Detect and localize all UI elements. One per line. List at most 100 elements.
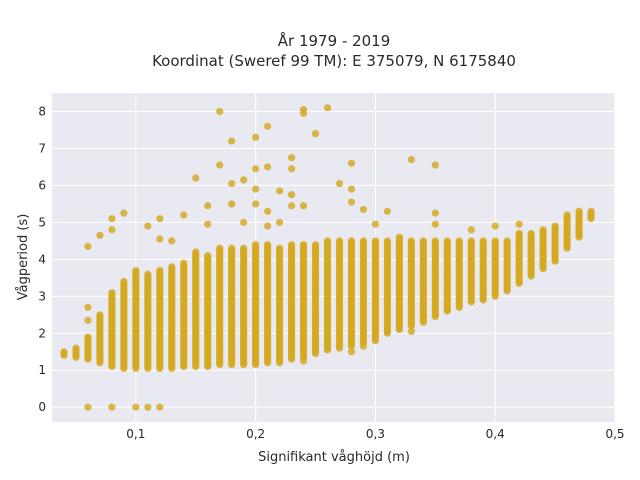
data-point xyxy=(299,357,308,365)
data-point xyxy=(156,235,164,243)
data-point xyxy=(240,244,248,252)
data-point xyxy=(359,342,368,350)
data-point xyxy=(347,159,356,167)
data-point xyxy=(383,207,391,215)
data-point xyxy=(311,240,320,249)
data-point xyxy=(431,209,439,217)
x-tick-label: 0,5 xyxy=(605,427,624,441)
data-point xyxy=(515,229,523,238)
data-point xyxy=(443,237,451,245)
data-point xyxy=(264,207,272,215)
data-point xyxy=(120,209,128,217)
data-point xyxy=(144,222,152,230)
data-point xyxy=(204,220,212,228)
data-point xyxy=(335,237,344,245)
data-point xyxy=(180,211,188,219)
data-point xyxy=(431,161,439,169)
data-point xyxy=(443,305,451,313)
data-point xyxy=(563,211,571,219)
data-point xyxy=(156,215,164,223)
y-tick-label: 6 xyxy=(38,178,46,192)
data-point xyxy=(287,202,296,210)
data-point xyxy=(347,185,356,193)
data-point xyxy=(407,237,415,245)
data-point xyxy=(467,226,475,234)
data-point xyxy=(539,226,547,234)
data-point xyxy=(108,215,116,223)
data-point xyxy=(84,316,92,324)
data-point xyxy=(264,163,272,171)
y-tick-label: 7 xyxy=(38,141,46,155)
data-point xyxy=(168,237,176,245)
data-point xyxy=(287,154,296,162)
y-axis-ticks: 0 1 2 3 4 5 6 7 8 xyxy=(38,104,46,414)
y-tick-label: 2 xyxy=(38,326,46,340)
y-tick-label: 5 xyxy=(38,215,46,229)
data-point xyxy=(108,226,116,234)
data-point xyxy=(228,244,236,252)
y-tick-label: 8 xyxy=(38,104,46,118)
y-tick-label: 4 xyxy=(38,252,46,266)
data-point xyxy=(228,137,236,145)
data-point xyxy=(84,403,92,411)
data-point xyxy=(252,240,260,249)
data-point xyxy=(228,179,236,188)
data-point xyxy=(276,218,284,226)
data-point xyxy=(276,187,284,195)
y-axis-title: Vågperiod (s) xyxy=(16,214,31,301)
data-point xyxy=(252,133,260,141)
data-point xyxy=(587,207,595,215)
data-point xyxy=(264,240,272,249)
data-point xyxy=(431,220,439,228)
data-point xyxy=(419,237,427,245)
x-axis-title: Signifikant våghöjd (m) xyxy=(258,450,410,465)
data-point xyxy=(216,107,224,116)
y-tick-label: 1 xyxy=(38,363,46,377)
data-point xyxy=(551,222,559,230)
data-point xyxy=(491,222,499,230)
data-point xyxy=(96,231,104,239)
data-point xyxy=(503,237,511,245)
data-point xyxy=(144,403,152,411)
data-point xyxy=(527,229,535,238)
data-point xyxy=(156,403,164,411)
data-point xyxy=(264,122,272,130)
data-point xyxy=(192,174,200,182)
x-axis-ticks: 0,1 0,2 0,3 0,4 0,5 xyxy=(126,427,624,441)
y-tick-label: 3 xyxy=(38,289,46,303)
x-tick-label: 0,3 xyxy=(366,427,385,441)
data-point xyxy=(371,237,380,245)
data-point xyxy=(240,176,248,184)
data-point xyxy=(575,207,583,215)
data-point xyxy=(108,403,116,411)
data-point xyxy=(204,252,212,260)
data-point xyxy=(347,198,356,206)
data-point xyxy=(144,270,152,278)
data-point xyxy=(299,240,308,249)
data-point xyxy=(180,259,188,267)
y-tick-label: 0 xyxy=(38,400,46,414)
data-point xyxy=(204,202,212,210)
data-point xyxy=(84,303,92,311)
data-point xyxy=(467,237,475,245)
data-point xyxy=(347,348,356,356)
data-point xyxy=(299,202,308,210)
data-point xyxy=(264,222,272,230)
data-point xyxy=(216,161,224,169)
data-point xyxy=(359,237,368,245)
data-point xyxy=(60,348,68,356)
data-point xyxy=(192,248,200,256)
data-point xyxy=(311,130,320,138)
data-point xyxy=(252,200,260,208)
data-point xyxy=(383,237,391,245)
data-point xyxy=(252,165,260,173)
data-point xyxy=(323,104,332,112)
data-point xyxy=(252,185,260,193)
data-point xyxy=(72,344,80,352)
x-tick-label: 0,1 xyxy=(126,427,145,441)
data-point xyxy=(335,179,344,188)
data-point xyxy=(287,191,296,199)
data-point xyxy=(407,155,415,164)
data-point xyxy=(407,327,415,336)
data-point xyxy=(216,244,224,252)
